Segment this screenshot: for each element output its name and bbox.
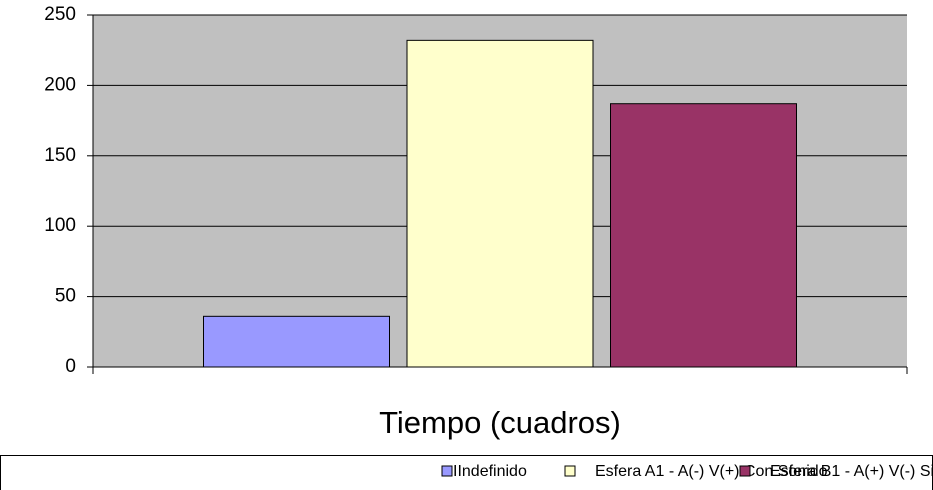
- y-tick-label: 0: [65, 356, 76, 377]
- bar: [203, 315, 390, 368]
- legend-swatch: [564, 465, 576, 477]
- legend-swatch: [739, 465, 751, 477]
- x-axis-title: Tiempo (cuadros): [379, 405, 621, 440]
- legend-swatch: [441, 465, 453, 477]
- legend-label: Esfera B1 - A(+) V(-) Sin Sonido: [770, 463, 933, 480]
- y-tick-label: 200: [44, 74, 76, 95]
- legend: [0, 455, 933, 490]
- y-tick-label: 150: [44, 145, 76, 166]
- legend-label: IIndefinido: [453, 463, 527, 480]
- bar: [610, 103, 797, 368]
- y-tick-label: 250: [44, 4, 76, 25]
- y-tick-label: 50: [55, 286, 76, 307]
- y-tick-label: 100: [44, 215, 76, 236]
- bar: [406, 39, 594, 368]
- legend-label: Esfera A1 - A(-) V(+) Con Sonido: [595, 463, 828, 480]
